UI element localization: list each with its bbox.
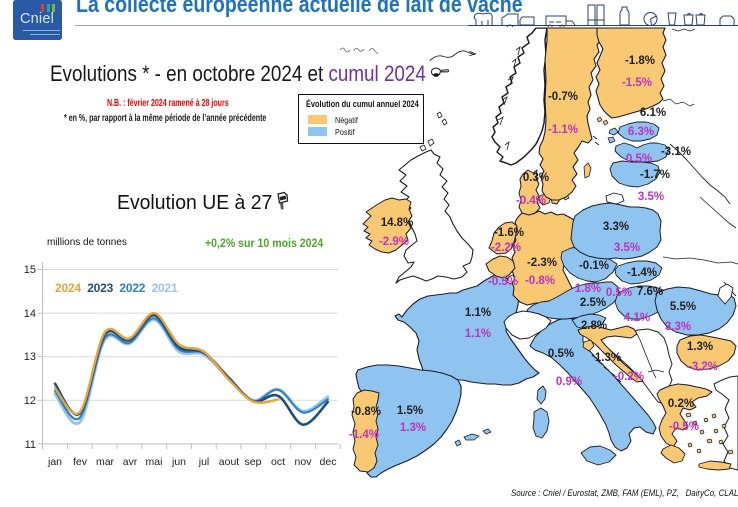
svg-text:fev: fev <box>73 456 88 468</box>
svg-text:0.2%: 0.2% <box>668 398 694 410</box>
svg-text:-0.4%: -0.4% <box>516 195 546 207</box>
svg-text:-2.2%: -2.2% <box>491 242 521 254</box>
svg-text:-0.5%: -0.5% <box>669 421 699 433</box>
svg-text:-1.4%: -1.4% <box>349 429 379 441</box>
svg-text:0.3%: 0.3% <box>523 172 549 184</box>
svg-text:2.5%: 2.5% <box>580 297 606 309</box>
svg-text:oct: oct <box>271 456 285 468</box>
svg-text:5.5%: 5.5% <box>670 301 696 313</box>
svg-text:avr: avr <box>123 456 138 468</box>
svg-text:jan: jan <box>47 456 62 468</box>
svg-text:-1.5%: -1.5% <box>622 77 652 89</box>
svg-text:3.5%: 3.5% <box>638 191 664 203</box>
svg-text:nov: nov <box>295 456 313 468</box>
svg-text:-2.9%: -2.9% <box>379 236 409 248</box>
svg-text:6.1%: 6.1% <box>640 107 666 119</box>
svg-text:6.3%: 6.3% <box>628 126 654 138</box>
svg-text:12: 12 <box>24 395 36 407</box>
svg-text:-1.7%: -1.7% <box>640 169 670 181</box>
svg-text:1.3%: 1.3% <box>400 422 426 434</box>
svg-text:1.1%: 1.1% <box>465 307 491 319</box>
svg-text:sep: sep <box>245 456 262 468</box>
svg-text:-0.5%: -0.5% <box>488 276 518 288</box>
svg-text:-1.6%: -1.6% <box>494 227 524 239</box>
svg-text:-3.1%: -3.1% <box>661 146 691 158</box>
svg-text:-0.8%: -0.8% <box>351 406 381 418</box>
svg-text:1.1%: 1.1% <box>465 328 491 340</box>
svg-text:-2.3%: -2.3% <box>527 257 557 269</box>
svg-text:-0.7%: -0.7% <box>548 91 578 103</box>
svg-text:4.1%: 4.1% <box>624 312 650 324</box>
svg-text:14: 14 <box>24 308 36 320</box>
svg-text:3.5%: 3.5% <box>614 242 640 254</box>
svg-text:0.5%: 0.5% <box>548 348 574 360</box>
svg-text:dec: dec <box>320 456 337 468</box>
svg-text:15: 15 <box>24 264 36 276</box>
svg-text:-1.8%: -1.8% <box>625 55 655 67</box>
svg-text:-0.8%: -0.8% <box>525 275 555 287</box>
svg-text:7.6%: 7.6% <box>637 286 663 298</box>
svg-text:2.8%: 2.8% <box>581 320 607 332</box>
svg-text:1.3%: 1.3% <box>687 341 713 353</box>
svg-text:mar: mar <box>96 456 115 468</box>
svg-text:-0.2%: -0.2% <box>614 371 644 383</box>
svg-text:11: 11 <box>25 439 36 451</box>
svg-text:jul: jul <box>198 456 210 468</box>
svg-text:14.8%: 14.8% <box>381 217 414 229</box>
svg-text:13: 13 <box>24 351 36 363</box>
svg-text:0.9%: 0.9% <box>556 376 582 388</box>
svg-text:1.5%: 1.5% <box>397 405 423 417</box>
svg-text:3.3%: 3.3% <box>603 221 629 233</box>
svg-text:-3.2%: -3.2% <box>688 361 718 373</box>
svg-text:0.5%: 0.5% <box>606 287 632 299</box>
svg-text:-0.1%: -0.1% <box>579 260 609 272</box>
svg-text:jun: jun <box>171 456 186 468</box>
svg-text:-1.4%: -1.4% <box>627 267 657 279</box>
svg-text:aout: aout <box>219 456 240 468</box>
svg-text:1.3%: 1.3% <box>595 352 621 364</box>
svg-text:1.8%: 1.8% <box>575 283 601 295</box>
svg-text:3.3%: 3.3% <box>665 321 691 333</box>
svg-text:0.5%: 0.5% <box>626 153 652 165</box>
svg-text:-1.1%: -1.1% <box>548 124 578 136</box>
svg-text:mai: mai <box>146 456 163 468</box>
